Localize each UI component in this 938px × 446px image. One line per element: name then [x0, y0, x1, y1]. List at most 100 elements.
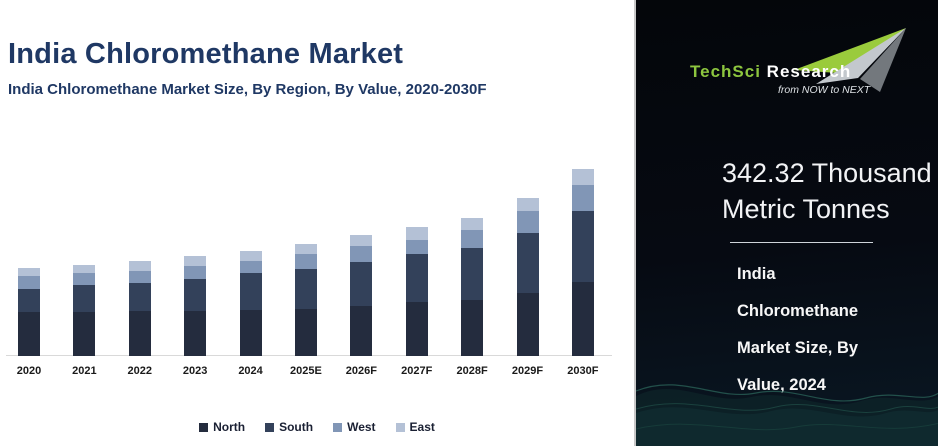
x-axis-label: 2029F [511, 365, 544, 377]
info-panel: TechSci Research from NOW to NEXT 342.32… [634, 0, 938, 446]
bar-segment-east [405, 227, 428, 240]
bar-group-2024: 2024 [238, 251, 263, 377]
caption-line: Market Size, By [737, 339, 859, 358]
bar-group-2029F: 2029F [512, 197, 543, 377]
bar-segment-south [184, 279, 207, 311]
bar-segment-south [571, 211, 594, 282]
legend-swatch-icon [333, 422, 343, 432]
bar-segment-west [294, 254, 317, 269]
legend-label: North [213, 420, 246, 434]
legend-swatch-icon [395, 422, 405, 432]
bar-group-2030F: 2030F [567, 168, 599, 377]
bar-group-2025E: 2025E [290, 244, 322, 377]
x-axis-label: 2024 [238, 365, 263, 377]
stacked-bar [350, 235, 373, 356]
bar-segment-east [239, 251, 262, 261]
x-axis-label: 2027F [401, 365, 433, 377]
bar-segment-north [461, 299, 484, 356]
bar-segment-east [184, 255, 207, 266]
bar-segment-south [128, 283, 151, 311]
stacked-bar [184, 255, 207, 356]
x-axis-label: 2020 [16, 365, 42, 377]
chart-panel: India Chloromethane Market India Chlorom… [0, 38, 634, 434]
chart-legend: North South West East [0, 420, 634, 434]
x-axis-label: 2023 [182, 365, 208, 377]
wave-pattern [636, 384, 938, 446]
bar-segment-west [184, 265, 207, 280]
bar-segment-north [128, 310, 151, 356]
bar-segment-north [239, 310, 262, 356]
caption-line: Value, 2024 [737, 376, 826, 395]
divider-line [730, 242, 873, 244]
stacked-bar [461, 217, 484, 356]
bar-segment-north [571, 282, 594, 356]
bar-segment-west [128, 270, 151, 284]
stacked-bar [405, 227, 428, 356]
bar-segment-west [18, 275, 40, 289]
logo-tagline: from NOW to NEXT [778, 84, 871, 96]
bar-group-2026F: 2026F [346, 235, 377, 377]
stacked-bar [73, 264, 96, 356]
stacked-bar [128, 260, 151, 356]
stacked-bar [571, 168, 594, 356]
bar-segment-east [73, 264, 96, 274]
brand-logo: TechSci Research from NOW to NEXT [636, 26, 938, 98]
bar-segment-east [128, 260, 151, 271]
brand-wordmark: TechSci Research [690, 62, 851, 82]
bar-group-2023: 2023 [183, 255, 207, 377]
bar-segment-south [405, 254, 428, 302]
bar-segment-south [18, 288, 40, 312]
legend-label: South [279, 420, 314, 434]
brand-name-research: Research [766, 62, 852, 81]
bar-segment-north [18, 311, 40, 356]
stacked-bar [516, 197, 539, 356]
x-axis-label: 2030F [567, 365, 599, 377]
bar-segment-south [294, 268, 317, 310]
stacked-bar [294, 244, 317, 356]
x-axis-label: 2021 [72, 365, 97, 377]
x-axis-label: 2022 [127, 365, 153, 377]
bar-group-2028F: 2028F [457, 217, 488, 377]
bar-segment-east [461, 217, 484, 230]
bar-segment-north [405, 302, 428, 356]
legend-swatch-icon [199, 422, 209, 432]
brand-name-techsci: TechSci [690, 62, 761, 81]
legend-label: East [409, 420, 435, 434]
bar-segment-south [239, 273, 262, 311]
bar-group-2020: 2020 [17, 267, 41, 377]
caption-line: India [737, 265, 776, 284]
bar-segment-east [350, 235, 373, 246]
legend-swatch-icon [265, 422, 275, 432]
bar-segment-west [571, 184, 594, 212]
logo-arrow-icon [794, 28, 906, 92]
legend-item-south: South [265, 420, 313, 434]
bar-segment-north [516, 293, 539, 356]
bar-segment-north [294, 309, 317, 356]
bar-segment-east [294, 244, 317, 255]
bar-group-2021: 2021 [72, 264, 97, 377]
bar-segment-west [239, 260, 262, 274]
caption-line: Chloromethane [737, 302, 859, 321]
bar-segment-south [350, 261, 373, 306]
stat-caption: India Chloromethane Market Size, By Valu… [737, 265, 938, 395]
stacked-bar [239, 251, 262, 356]
bar-segment-south [461, 248, 484, 300]
legend-item-west: West [333, 420, 376, 434]
stacked-bar [18, 267, 40, 356]
bar-segment-south [516, 233, 539, 294]
bar-segment-east [516, 197, 539, 212]
page-title: India Chloromethane Market [8, 38, 404, 70]
bar-segment-south [73, 285, 96, 312]
bar-segment-east [18, 267, 40, 276]
bar-segment-west [461, 229, 484, 249]
legend-label: West [347, 420, 376, 434]
bar-segment-east [571, 168, 594, 185]
bar-segment-west [516, 211, 539, 234]
bar-segment-west [405, 239, 428, 255]
bar-segment-north [184, 310, 207, 356]
bar-group-2027F: 2027F [401, 227, 432, 377]
x-axis-label: 2028F [456, 365, 488, 377]
bar-segment-west [73, 273, 96, 286]
legend-item-east: East [395, 420, 435, 434]
